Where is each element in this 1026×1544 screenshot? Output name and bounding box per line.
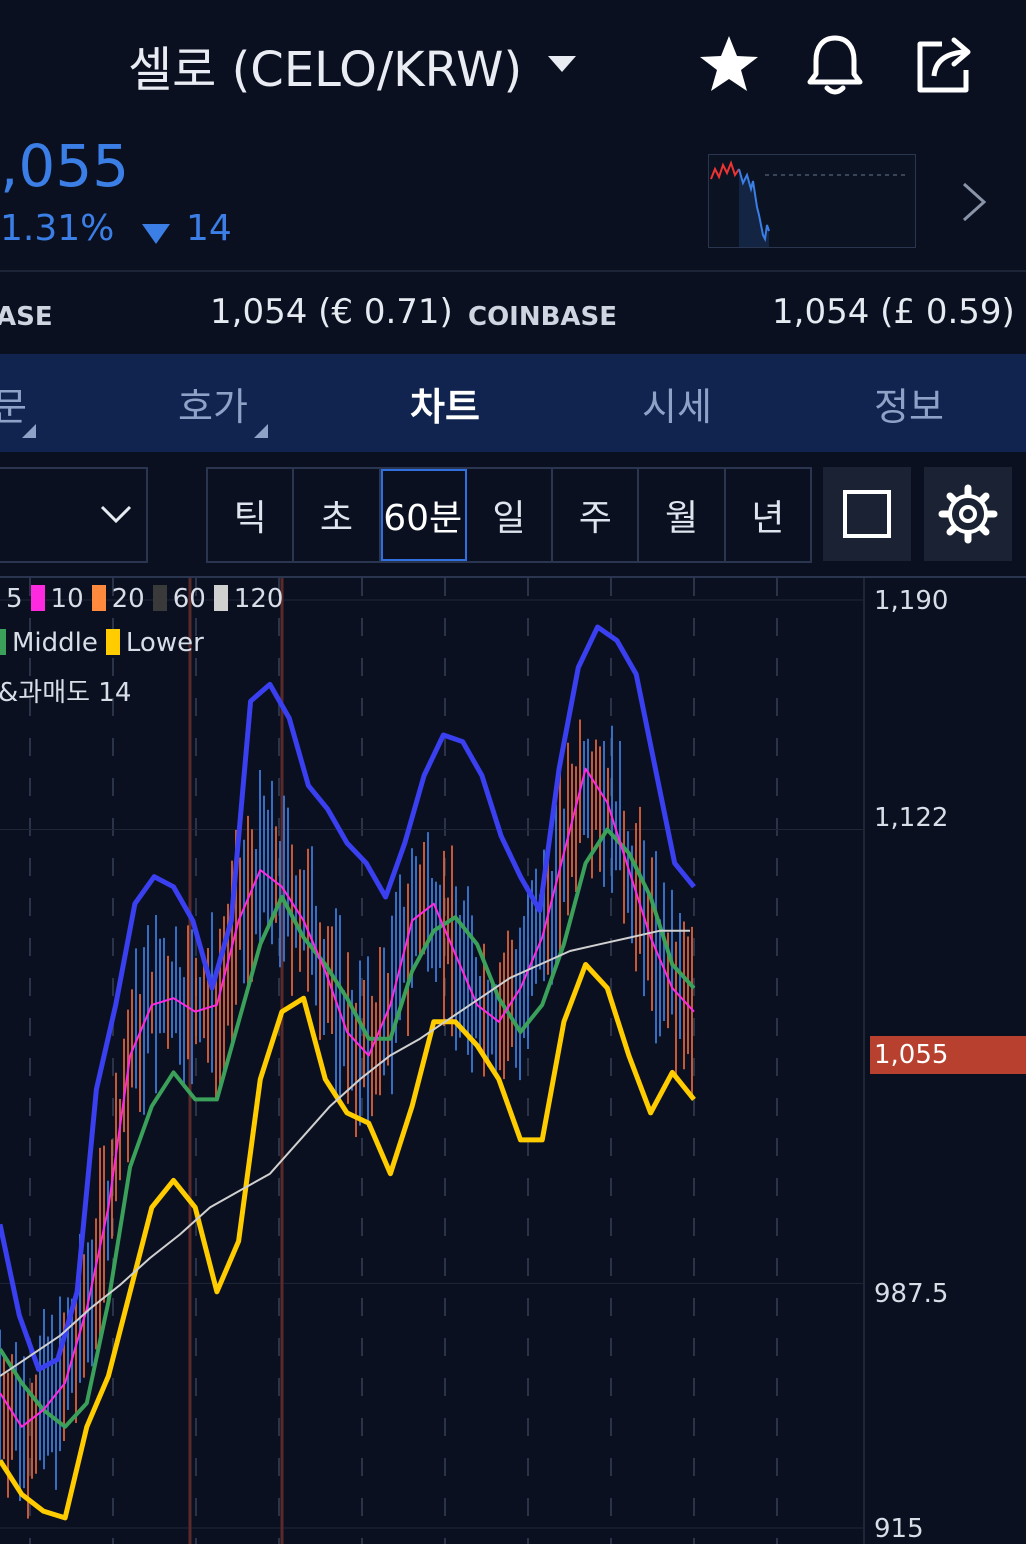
y-axis-label: 987.5 [874, 1279, 949, 1309]
period-second[interactable]: 초 [294, 469, 381, 561]
legend-lower: Lower [125, 628, 204, 658]
chart-settings-button[interactable] [924, 467, 1012, 561]
exchange-value: 1,054 (£ 0.59) [772, 292, 1015, 332]
period-week[interactable]: 주 [553, 469, 640, 561]
legend-swatch [91, 585, 106, 611]
legend-middle: Middle [12, 628, 98, 658]
series-line [0, 624, 696, 1372]
legend-ma-60: 60 [172, 584, 206, 614]
period-year[interactable]: 년 [751, 498, 785, 539]
y-axis-label: 915 [874, 1514, 924, 1544]
legend-swatch [152, 585, 167, 611]
legend-swatch [105, 629, 120, 655]
current-price: ,055 [0, 132, 130, 200]
divider [0, 270, 1026, 272]
legend-swatch [30, 585, 45, 611]
period-day[interactable]: 일 [467, 469, 554, 561]
series-line [0, 962, 696, 1521]
tab-order[interactable]: 문 [0, 385, 27, 429]
gear-icon [938, 484, 998, 544]
period-tick[interactable]: 틱 [208, 469, 295, 561]
change-amount: 14 [186, 208, 232, 249]
period-60min[interactable]: 60분 [380, 469, 467, 561]
draw-box-button[interactable] [823, 467, 911, 561]
series-line [0, 767, 695, 1428]
bollinger-legend: Middle Lower [0, 628, 204, 658]
chart-canvas[interactable] [0, 578, 1026, 1544]
corner-indicator-icon [254, 424, 268, 438]
series-line [0, 827, 696, 1429]
square-icon [843, 490, 891, 538]
tab-bar [0, 354, 1026, 452]
exchange-value: 1,054 (€ 0.71) [210, 292, 453, 332]
corner-indicator-icon [22, 424, 36, 438]
coin-title[interactable]: 셀로 (CELO/KRW) [128, 42, 523, 98]
tab-chart[interactable]: 차트 [410, 385, 480, 429]
exchange-label: ASE [0, 302, 53, 332]
legend-swatch [213, 585, 228, 611]
chevron-right-icon[interactable] [954, 178, 994, 226]
y-axis-label: 1,190 [874, 586, 949, 616]
y-axis-label: 1,122 [874, 803, 949, 833]
tab-info[interactable]: 정보 [874, 385, 944, 429]
tab-quotes[interactable]: 시세 [642, 385, 712, 429]
indicator-dropdown[interactable] [0, 467, 148, 563]
indicator-legend: &과매도 14 [0, 678, 132, 708]
legend-swatch [0, 629, 6, 655]
legend-ma-5: 5 [6, 584, 23, 614]
period-month[interactable]: 월 [639, 469, 726, 561]
share-icon[interactable] [908, 30, 978, 100]
change-percent: 1.31% [0, 208, 115, 249]
ma-legend: 5 10 20 60 120 [6, 584, 283, 614]
price-chart[interactable] [0, 578, 1026, 1544]
current-price-tag: 1,055 [870, 1036, 1026, 1074]
app-header: 셀로 (CELO/KRW) [0, 0, 1026, 135]
star-icon[interactable] [694, 30, 764, 100]
tab-orderbook[interactable]: 호가 [178, 385, 248, 429]
exchange-label: COINBASE [468, 302, 618, 332]
bell-icon[interactable] [800, 30, 870, 100]
down-triangle-icon [142, 224, 170, 244]
divider [0, 576, 1026, 578]
chevron-down-icon[interactable] [548, 56, 576, 72]
period-selector: 틱 초 60분 일 주 월 년 [206, 467, 812, 563]
series-line [0, 929, 690, 1377]
chevron-down-icon [100, 505, 132, 524]
legend-ma-20: 20 [111, 584, 145, 614]
mini-price-chart[interactable] [708, 154, 916, 248]
legend-ma-10: 10 [50, 584, 84, 614]
legend-ma-120: 120 [233, 584, 284, 614]
